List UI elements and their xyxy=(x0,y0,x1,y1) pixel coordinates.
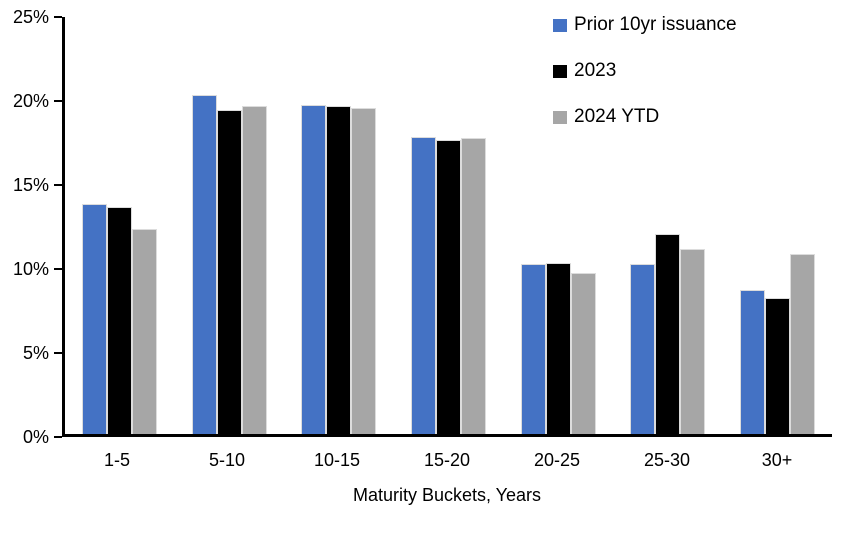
y-axis-tick-label: 25% xyxy=(12,7,49,27)
legend-label: 2023 xyxy=(574,60,617,81)
y-axis-tick xyxy=(54,352,62,354)
bar xyxy=(216,109,242,434)
legend-item: 2024 YTD xyxy=(553,94,737,140)
bar-group xyxy=(175,17,285,434)
bar xyxy=(132,229,158,434)
x-axis-category-label: 25-30 xyxy=(643,450,691,470)
bar-group xyxy=(503,17,613,434)
legend-label: 2024 YTD xyxy=(574,106,660,127)
bar xyxy=(241,106,267,434)
bar xyxy=(655,234,681,434)
legend-label: Prior 10yr issuance xyxy=(574,14,737,35)
x-axis-category-label: 1-5 xyxy=(103,450,130,470)
bar xyxy=(461,138,487,434)
bars-container xyxy=(65,17,832,434)
y-axis-tick-label: 15% xyxy=(12,175,49,195)
bar xyxy=(191,94,217,434)
legend-item: 2023 xyxy=(553,48,737,94)
bar xyxy=(411,136,437,434)
y-axis-tick xyxy=(54,268,62,270)
x-axis-category-label: 30+ xyxy=(761,450,793,470)
legend-marker-icon xyxy=(553,110,567,124)
bar xyxy=(107,207,133,434)
bar xyxy=(545,262,571,434)
bar-group xyxy=(394,17,504,434)
bar-group xyxy=(613,17,723,434)
x-axis-category-label: 20-25 xyxy=(533,450,581,470)
bar xyxy=(82,203,108,434)
y-axis-tick-label: 10% xyxy=(12,259,49,279)
y-axis-tick xyxy=(54,100,62,102)
y-axis-tick xyxy=(54,184,62,186)
bar xyxy=(764,297,790,434)
x-axis-labels: 1-5 5-10 10-15 15-20 20-25 25-30 30+ xyxy=(62,450,832,471)
legend-marker-icon xyxy=(553,18,567,32)
bar xyxy=(789,254,815,434)
legend: Prior 10yr issuance 2023 2024 YTD xyxy=(553,2,737,140)
x-axis-category-label: 10-15 xyxy=(313,450,361,470)
y-axis-tick xyxy=(54,436,62,438)
bar xyxy=(436,140,462,434)
y-axis-tick-label: 20% xyxy=(12,91,49,111)
bar xyxy=(520,264,546,434)
x-axis-category-label: 15-20 xyxy=(423,450,471,470)
x-axis-title: Maturity Buckets, Years xyxy=(352,485,542,505)
plot-area: 0% 5% 10% 15% 20% 25% xyxy=(13,7,832,447)
legend-item: Prior 10yr issuance xyxy=(553,2,737,48)
x-axis-category-label: 5-10 xyxy=(208,450,246,470)
bar xyxy=(570,272,596,434)
bar-group xyxy=(284,17,394,434)
y-axis-tick-label: 0% xyxy=(22,427,49,447)
bar-group xyxy=(65,17,175,434)
bar-group xyxy=(722,17,832,434)
y-axis-tick xyxy=(54,16,62,18)
bar xyxy=(680,249,706,434)
y-axis-tick-label: 5% xyxy=(22,343,49,363)
bar xyxy=(326,106,352,434)
bar xyxy=(351,108,377,434)
bar xyxy=(630,264,656,434)
bar xyxy=(739,289,765,434)
bar xyxy=(301,104,327,434)
legend-marker-icon xyxy=(553,64,567,78)
